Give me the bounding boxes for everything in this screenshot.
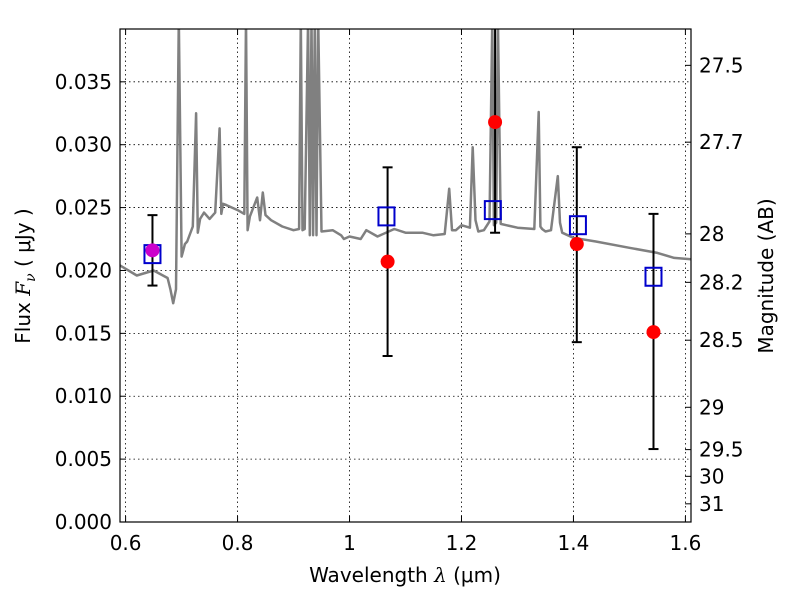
model-square-marker — [644, 266, 663, 287]
x-tick-label: 1.2 — [446, 531, 478, 555]
magnitude-tick-label: 27.5 — [699, 53, 744, 77]
magnitude-tick-label: 31 — [699, 492, 724, 516]
observed-point — [488, 115, 503, 130]
grid — [120, 29, 691, 522]
y-tick-label: 0.025 — [55, 196, 112, 220]
magnitude-tick-label: 30 — [699, 464, 724, 488]
x-tick-label: 0.8 — [222, 531, 254, 555]
magnitude-tick-label: 28 — [699, 222, 724, 246]
model-square-marker — [377, 206, 396, 227]
magnitude-tick-label: 28.2 — [699, 270, 744, 294]
y-tick-label: 0.020 — [55, 258, 112, 282]
y-axis-label: Flux Fν ( μJy ) — [11, 208, 39, 343]
y-tick-label: 0.005 — [55, 447, 112, 471]
model-spectrum-line — [120, 29, 691, 305]
observed-point — [380, 254, 395, 269]
observed-point — [569, 237, 584, 252]
axis-ticks: 0.6 0.8 1 1.2 1.4 1.6 0.000 0.005 0.010 0.015 0.02… — [55, 29, 744, 555]
x-tick-label: 1 — [343, 531, 356, 555]
x-tick-label: 1.4 — [558, 531, 590, 555]
plot-data — [120, 29, 691, 451]
model-square-marker — [483, 200, 502, 221]
y-tick-label: 0.035 — [55, 70, 112, 94]
y-tick-label: 0.000 — [55, 510, 112, 534]
magnitude-tick-label: 29 — [699, 395, 724, 419]
y-tick-label: 0.030 — [55, 133, 112, 157]
observed-point — [646, 325, 661, 340]
magnitude-axis-label: Magnitude (AB) — [754, 198, 778, 353]
model-square-marker — [568, 215, 587, 236]
magnitude-tick-label: 27.7 — [699, 130, 744, 154]
x-tick-label: 0.6 — [110, 531, 142, 555]
magnitude-tick-label: 29.5 — [699, 438, 744, 462]
x-tick-label: 1.6 — [669, 531, 701, 555]
observed-point — [145, 243, 160, 258]
y-tick-label: 0.010 — [55, 384, 112, 408]
y-tick-label: 0.015 — [55, 321, 112, 345]
magnitude-tick-label: 28.5 — [699, 328, 744, 352]
plot-frame — [119, 28, 692, 523]
x-axis-label: Wavelength λ (μm) — [309, 563, 501, 587]
